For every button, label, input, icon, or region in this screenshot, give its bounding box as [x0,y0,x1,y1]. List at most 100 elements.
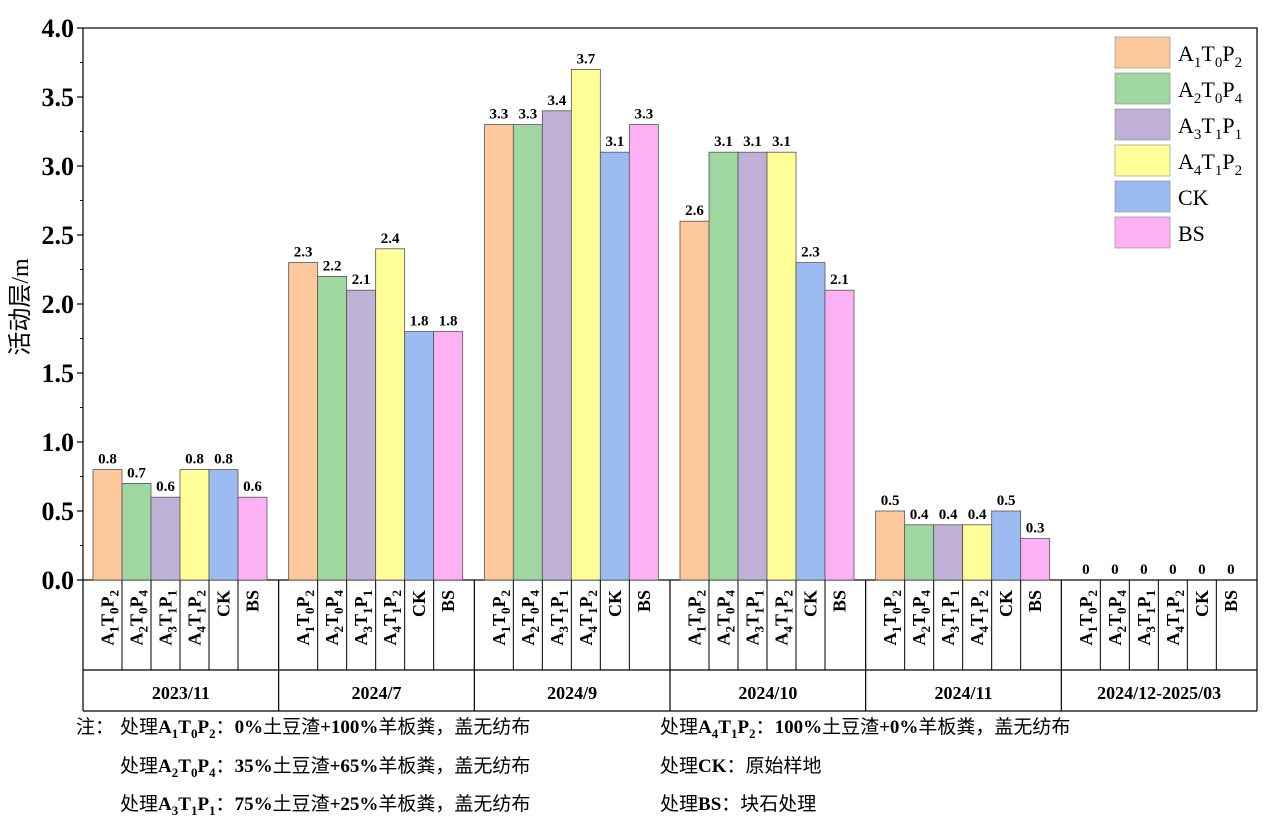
x-category-label: A3​T1​P1​ [351,590,375,646]
bar-value-label: 0.4 [910,507,929,523]
bar [317,275,348,581]
bar-value-label: 2.4 [381,231,400,247]
x-category-label: A2​T0​P4​ [322,590,346,646]
legend-swatch [1114,36,1171,69]
y-axis-title: 活动层/m [7,258,34,356]
bar [933,524,964,581]
bar [92,469,123,581]
bar-value-label: 2.3 [801,245,820,261]
x-category-label: CK [409,590,429,617]
bar-value-label: 0.3 [1026,521,1045,537]
bar-value-label: 0 [1227,562,1235,578]
bar [962,524,993,581]
x-category-label: A1​T0​P2​ [489,590,513,646]
x-category-label: BS [634,590,654,612]
bar-value-label: 0.5 [997,493,1016,509]
bar-value-label: 0 [1111,562,1119,578]
bar-value-label: 3.4 [547,93,566,109]
y-tick-label: 4.0 [42,14,75,43]
bar-value-label: 3.7 [576,51,595,67]
bar [483,124,514,581]
bar-value-label: 0.8 [214,452,233,468]
x-category-label: A4​T1​P2​ [576,590,600,646]
bar [121,482,152,581]
bar [404,331,435,581]
x-category-label: A4​T1​P2​ [772,590,796,646]
x-category-label: BS [1221,590,1241,612]
bar [541,110,572,581]
x-category-label: A4​T1​P2​ [1163,590,1187,646]
bar-value-label: 0.8 [98,452,117,468]
x-category-label: A1​T0​P2​ [685,590,709,646]
bar [679,220,710,581]
bar-value-label: 0.6 [156,479,175,495]
x-category-label: A3​T1​P1​ [938,590,962,646]
bar-value-label: 2.6 [685,203,704,219]
group-label: 2024/7 [351,683,401,703]
bar-value-label: 0.4 [968,507,987,523]
bar [237,496,268,581]
bar [208,469,239,581]
x-category-label: A3​T1​P1​ [1134,590,1158,646]
bar-value-label: 0.6 [243,479,262,495]
bar [708,151,739,581]
bar-value-label: 0 [1140,562,1148,578]
bar [795,262,826,581]
bar-value-label: 3.1 [714,134,733,150]
bar [288,262,319,581]
bar [824,289,855,581]
x-category-label: A1​T0​P2​ [880,590,904,646]
bar-value-label: 3.1 [605,134,624,150]
bar [1020,538,1051,581]
legend-entry: BS [1178,221,1205,246]
y-tick-label: 3.5 [42,83,75,112]
bar-value-label: 0 [1198,562,1206,578]
y-tick-label: 1.0 [42,428,75,457]
bar-value-label: 3.1 [743,134,762,150]
bar [904,524,935,581]
bar-value-label: 2.1 [352,272,371,288]
group-label: 2024/11 [934,683,992,703]
bar-value-label: 1.8 [439,314,458,330]
bar [346,289,377,581]
y-tick-label: 2.5 [42,221,75,250]
bar-value-label: 3.3 [634,107,653,123]
y-tick-label: 0.0 [42,566,75,595]
legend-entry: A2​T0​P4​ [1178,77,1243,107]
bar [570,69,601,581]
x-category-label: A2​T0​P4​ [1105,590,1129,646]
legend-swatch [1114,180,1171,213]
bar-value-label: 0 [1169,562,1177,578]
y-tick-label: 2.0 [42,290,75,319]
bar-value-label: 3.1 [772,134,791,150]
legend-entry: A1​T0​P2​ [1178,41,1242,71]
x-category-label: A1​T0​P2​ [98,590,122,646]
note-item: 处理A2​T0​P4​：35%土豆渣+65%羊板粪，盖无纺布 [120,755,530,780]
note-item: 处理A4​T1​P2​：100%土豆渣+0%羊板粪，盖无纺布 [660,716,1070,741]
bar [512,124,543,581]
x-category-label: A3​T1​P1​ [156,590,180,646]
x-category-label: A2​T0​P4​ [909,590,933,646]
x-category-label: A2​T0​P4​ [714,590,738,646]
x-category-label: BS [243,590,263,612]
x-category-label: A1​T0​P2​ [293,590,317,646]
legend-entry: A4​T1​P2​ [1178,149,1242,179]
legend-entry: A3​T1​P1​ [1178,113,1242,143]
legend-entry: CK [1178,185,1209,210]
x-category-label: A1​T0​P2​ [1076,590,1100,646]
x-category-label: CK [605,590,625,617]
x-category-label: CK [214,590,234,617]
x-category-label: A3​T1​P1​ [547,590,571,646]
bar-value-label: 0 [1082,562,1090,578]
bar-value-label: 3.3 [489,107,508,123]
y-tick-label: 3.0 [42,152,75,181]
x-category-label: BS [830,590,850,612]
bar-value-label: 0.8 [185,452,204,468]
y-tick-label: 0.5 [42,497,75,526]
x-category-label: CK [1192,590,1212,617]
bar-value-label: 1.8 [410,314,429,330]
group-label: 2024/12-2025/03 [1097,683,1221,703]
x-category-label: A2​T0​P4​ [518,590,542,646]
note-item: 处理BS：块石处理 [660,793,816,815]
